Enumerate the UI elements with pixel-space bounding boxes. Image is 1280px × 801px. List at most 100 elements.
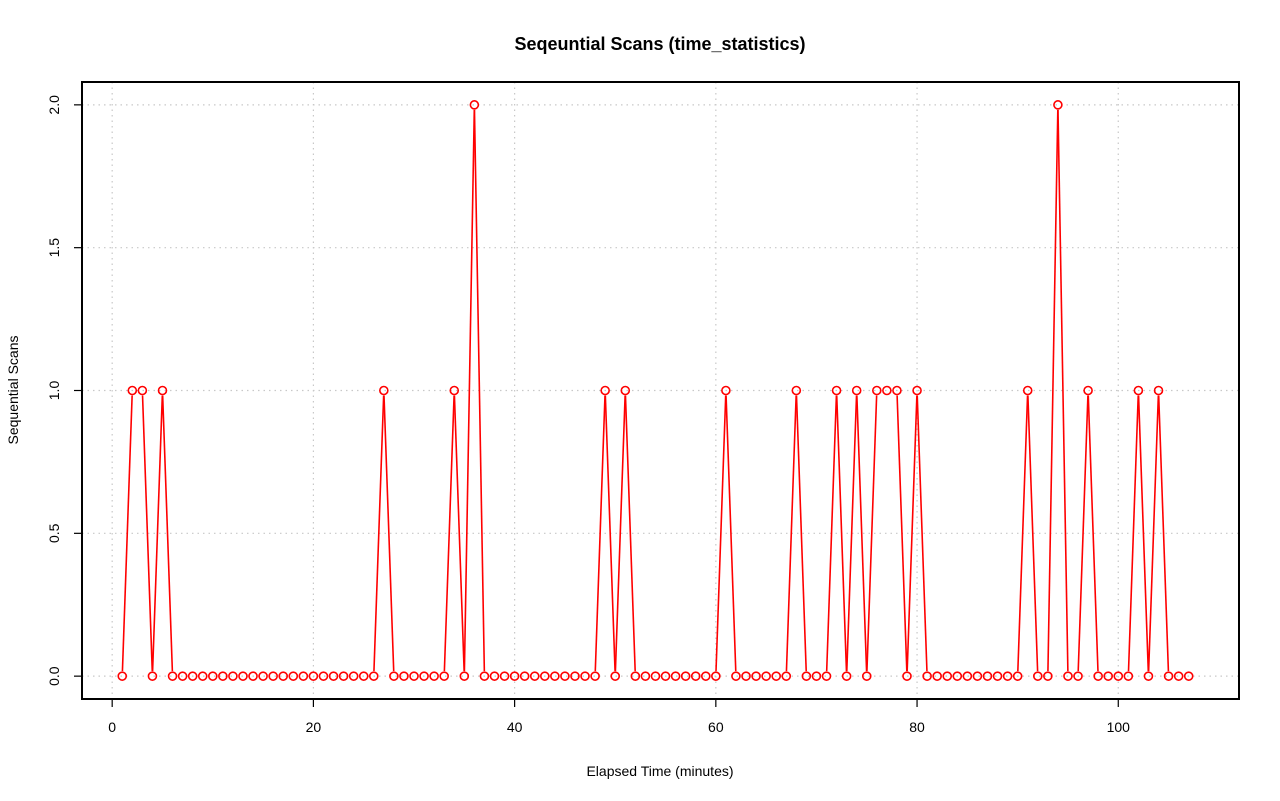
series-line-segment — [715, 395, 727, 672]
data-point — [660, 671, 671, 681]
data-point — [982, 671, 993, 681]
data-point — [298, 671, 309, 681]
data-point — [690, 671, 701, 681]
data-point — [801, 671, 812, 681]
data-point — [137, 385, 148, 396]
data-point — [419, 671, 429, 681]
data-point — [187, 671, 198, 681]
series-line-segment — [1157, 395, 1170, 672]
data-point — [499, 671, 510, 681]
series-line-segment — [1077, 395, 1089, 672]
x-tick-label: 100 — [1107, 719, 1131, 735]
series-line-segment — [906, 395, 918, 672]
data-point — [1103, 671, 1114, 681]
data-point — [932, 671, 942, 681]
data-point — [841, 671, 852, 681]
series-line-segment — [1057, 109, 1069, 672]
data-point — [721, 385, 731, 396]
data-point — [379, 385, 389, 396]
data-point — [872, 385, 882, 396]
data-point — [811, 671, 822, 681]
data-point — [1123, 671, 1134, 681]
data-point — [529, 671, 540, 681]
series-line-segment — [1027, 395, 1039, 672]
series-line-segment — [1017, 395, 1029, 672]
data-point — [680, 671, 691, 681]
data-point — [1173, 671, 1184, 681]
y-tick-label: 1.5 — [46, 238, 62, 258]
data-point — [650, 671, 661, 681]
data-point — [389, 671, 399, 681]
data-point — [117, 671, 128, 681]
data-point — [409, 671, 419, 681]
series-line-segment — [473, 109, 486, 672]
data-point — [972, 671, 983, 681]
series-line-segment — [604, 395, 616, 672]
data-point — [338, 671, 349, 681]
data-point — [640, 671, 651, 681]
data-point — [630, 671, 641, 681]
x-tick-label: 80 — [909, 719, 925, 735]
series-line-segment — [896, 395, 908, 672]
data-point — [539, 671, 550, 681]
data-point — [610, 671, 621, 681]
data-point — [228, 671, 238, 681]
series-line-segment — [1047, 109, 1059, 672]
series-line-segment — [614, 395, 626, 672]
data-point — [248, 671, 258, 681]
x-tick-label: 40 — [507, 719, 523, 735]
y-tick-label: 0.0 — [46, 666, 62, 686]
series-line-segment — [141, 395, 154, 672]
data-point — [449, 385, 460, 396]
y-tick-label: 2.0 — [46, 95, 62, 115]
data-point — [399, 671, 409, 681]
data-point — [1133, 385, 1144, 396]
series-line-segment — [866, 395, 878, 672]
data-point — [358, 671, 369, 681]
data-point — [509, 671, 520, 681]
y-axis: 0.0 0.5 1.0 1.5 2.0 — [46, 95, 82, 686]
data-point — [1022, 385, 1033, 396]
data-point — [1043, 671, 1053, 681]
data-point — [1183, 671, 1194, 681]
x-axis: 0 20 40 60 80 100 — [108, 699, 1130, 735]
data-point — [197, 671, 208, 681]
data-point — [147, 671, 158, 681]
series-0 — [117, 100, 1194, 681]
series-line-segment — [161, 395, 174, 672]
data-point — [771, 671, 782, 681]
data-point — [157, 385, 168, 396]
data-point — [892, 385, 902, 396]
data-point — [348, 671, 359, 681]
x-axis-title: Elapsed Time (minutes) — [586, 763, 733, 779]
data-point — [308, 671, 319, 681]
data-point — [439, 671, 449, 681]
x-tick-label: 20 — [306, 719, 322, 735]
data-point — [177, 671, 188, 681]
data-point — [1032, 671, 1043, 681]
data-point — [600, 385, 610, 396]
data-point — [670, 671, 681, 681]
series-line-segment — [151, 395, 164, 672]
series-line-segment — [463, 109, 476, 672]
data-point — [922, 671, 932, 681]
data-point — [288, 671, 299, 681]
data-point — [791, 385, 802, 396]
data-point — [1012, 671, 1023, 681]
data-point — [489, 671, 500, 681]
data-point — [821, 671, 832, 681]
data-point — [258, 671, 268, 681]
series-line-segment — [383, 395, 395, 672]
data-point — [912, 385, 922, 396]
data-point — [1083, 385, 1093, 396]
data-point — [328, 671, 339, 681]
data-point — [882, 385, 892, 396]
series-line-segment — [1087, 395, 1099, 672]
data-point — [268, 671, 278, 681]
data-point — [238, 671, 248, 681]
data-point — [781, 671, 792, 681]
y-axis-title: Sequential Scans — [5, 336, 21, 445]
series-line-segment — [1137, 395, 1150, 672]
series-line-segment — [624, 395, 636, 672]
data-point — [318, 671, 329, 681]
